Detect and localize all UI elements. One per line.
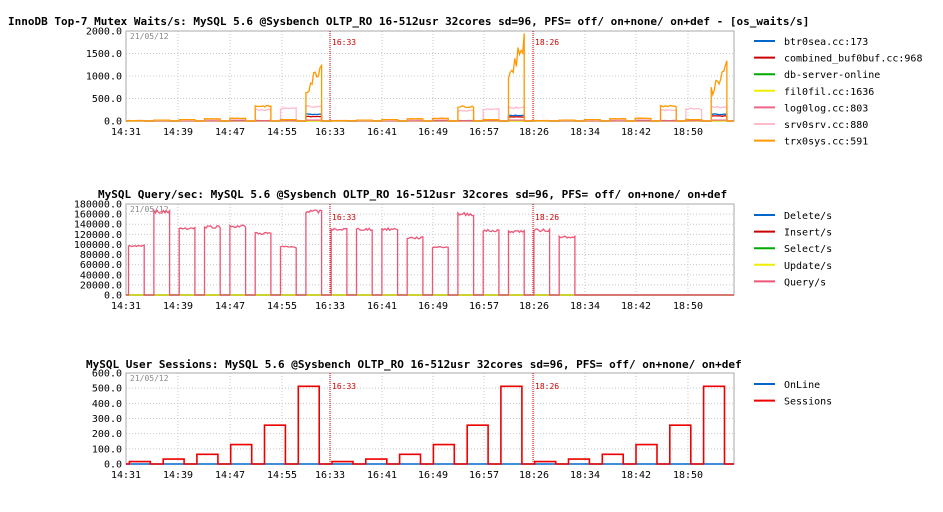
- chart-title: MySQL Query/sec: MySQL 5.6 @Sysbench OLT…: [98, 188, 727, 201]
- x-tick-label: 14:39: [163, 301, 193, 312]
- legend-label: Select/s: [784, 244, 832, 255]
- legend-label: combined_buf0buf.cc:968: [784, 54, 922, 65]
- chart-panel-1: InnoDB Top-7 Mutex Waits/s: MySQL 5.6 @S…: [8, 15, 922, 148]
- run-marker-label: 16:33: [332, 382, 356, 391]
- x-tick-label: 16:41: [367, 127, 397, 138]
- y-tick-label: 60000.0: [80, 260, 122, 271]
- run-marker-label: 18:26: [535, 213, 559, 222]
- date-watermark: 21/05/12: [130, 32, 169, 41]
- x-tick-label: 14:55: [267, 301, 297, 312]
- x-tick-label: 14:47: [215, 127, 245, 138]
- y-tick-label: 0.0: [104, 117, 122, 128]
- y-tick-label: 1500.0: [86, 49, 122, 60]
- x-tick-label: 18:42: [621, 301, 651, 312]
- x-tick-label: 16:49: [418, 301, 448, 312]
- x-tick-label: 18:50: [673, 127, 703, 138]
- x-tick-label: 18:34: [570, 127, 600, 138]
- y-tick-label: 40000.0: [80, 270, 122, 281]
- series-line-query-s: [126, 208, 734, 296]
- legend-label: Update/s: [784, 261, 832, 272]
- x-tick-label: 18:26: [519, 470, 549, 481]
- run-marker-label: 18:26: [535, 382, 559, 391]
- legend-label: db-server-online: [784, 70, 880, 81]
- y-tick-label: 140000.0: [74, 220, 122, 231]
- run-marker-label: 18:26: [535, 38, 559, 47]
- x-tick-label: 14:47: [215, 301, 245, 312]
- x-tick-label: 16:33: [315, 470, 345, 481]
- x-tick-label: 14:31: [111, 127, 141, 138]
- date-watermark: 21/05/12: [130, 205, 169, 214]
- legend-label: fil0fil.cc:1636: [784, 87, 874, 98]
- y-tick-label: 200.0: [92, 429, 122, 440]
- y-tick-label: 0.0: [104, 291, 122, 302]
- y-tick-label: 80000.0: [80, 250, 122, 261]
- x-tick-label: 16:57: [469, 127, 499, 138]
- x-tick-label: 14:31: [111, 301, 141, 312]
- y-tick-label: 600.0: [92, 369, 122, 380]
- x-tick-label: 16:41: [367, 301, 397, 312]
- x-tick-label: 16:33: [315, 301, 345, 312]
- x-tick-label: 18:26: [519, 127, 549, 138]
- y-tick-label: 400.0: [92, 399, 122, 410]
- y-tick-label: 1000.0: [86, 72, 122, 83]
- y-tick-label: 300.0: [92, 414, 122, 425]
- x-tick-label: 14:55: [267, 127, 297, 138]
- plot-frame: [125, 203, 735, 296]
- legend-label: log0log.cc:803: [784, 103, 868, 114]
- run-marker-label: 16:33: [332, 213, 356, 222]
- legend-label: Query/s: [784, 277, 826, 288]
- chart-title: InnoDB Top-7 Mutex Waits/s: MySQL 5.6 @S…: [8, 15, 809, 28]
- series-line-sessions: [126, 385, 734, 465]
- x-tick-label: 14:39: [163, 470, 193, 481]
- y-tick-label: 100.0: [92, 444, 122, 455]
- chart-panel-3: MySQL User Sessions: MySQL 5.6 @Sysbench…: [86, 358, 832, 481]
- legend-label: Insert/s: [784, 228, 832, 239]
- y-tick-label: 180000.0: [74, 200, 122, 211]
- x-tick-label: 14:55: [267, 470, 297, 481]
- x-tick-label: 16:57: [469, 301, 499, 312]
- x-tick-label: 16:49: [418, 470, 448, 481]
- y-tick-label: 2000.0: [86, 27, 122, 38]
- date-watermark: 21/05/12: [130, 374, 169, 383]
- x-tick-label: 18:42: [621, 127, 651, 138]
- legend-label: OnLine: [784, 380, 820, 391]
- x-tick-label: 14:39: [163, 127, 193, 138]
- run-marker-label: 16:33: [332, 38, 356, 47]
- x-tick-label: 14:47: [215, 470, 245, 481]
- x-tick-label: 18:50: [673, 301, 703, 312]
- legend-label: btr0sea.cc:173: [784, 37, 868, 48]
- x-tick-label: 18:42: [621, 470, 651, 481]
- x-tick-label: 18:34: [570, 470, 600, 481]
- y-tick-label: 160000.0: [74, 210, 122, 221]
- legend-label: Sessions: [784, 397, 832, 408]
- x-tick-label: 18:34: [570, 301, 600, 312]
- x-tick-label: 16:49: [418, 127, 448, 138]
- series-line-trx0sys-cc-591: [126, 33, 734, 122]
- legend-label: trx0sys.cc:591: [784, 137, 868, 148]
- y-tick-label: 20000.0: [80, 280, 122, 291]
- y-tick-label: 100000.0: [74, 240, 122, 251]
- chart-panel-2: MySQL Query/sec: MySQL 5.6 @Sysbench OLT…: [74, 188, 832, 312]
- y-tick-label: 500.0: [92, 384, 122, 395]
- legend-label: srv0srv.cc:880: [784, 120, 868, 131]
- x-tick-label: 16:57: [469, 470, 499, 481]
- y-tick-label: 0.0: [104, 460, 122, 471]
- y-tick-label: 120000.0: [74, 230, 122, 241]
- x-tick-label: 14:31: [111, 470, 141, 481]
- x-tick-label: 16:33: [315, 127, 345, 138]
- x-tick-label: 18:50: [673, 470, 703, 481]
- legend-label: Delete/s: [784, 211, 832, 222]
- x-tick-label: 16:41: [367, 470, 397, 481]
- y-tick-label: 500.0: [92, 94, 122, 105]
- x-tick-label: 18:26: [519, 301, 549, 312]
- chart-title: MySQL User Sessions: MySQL 5.6 @Sysbench…: [86, 358, 742, 371]
